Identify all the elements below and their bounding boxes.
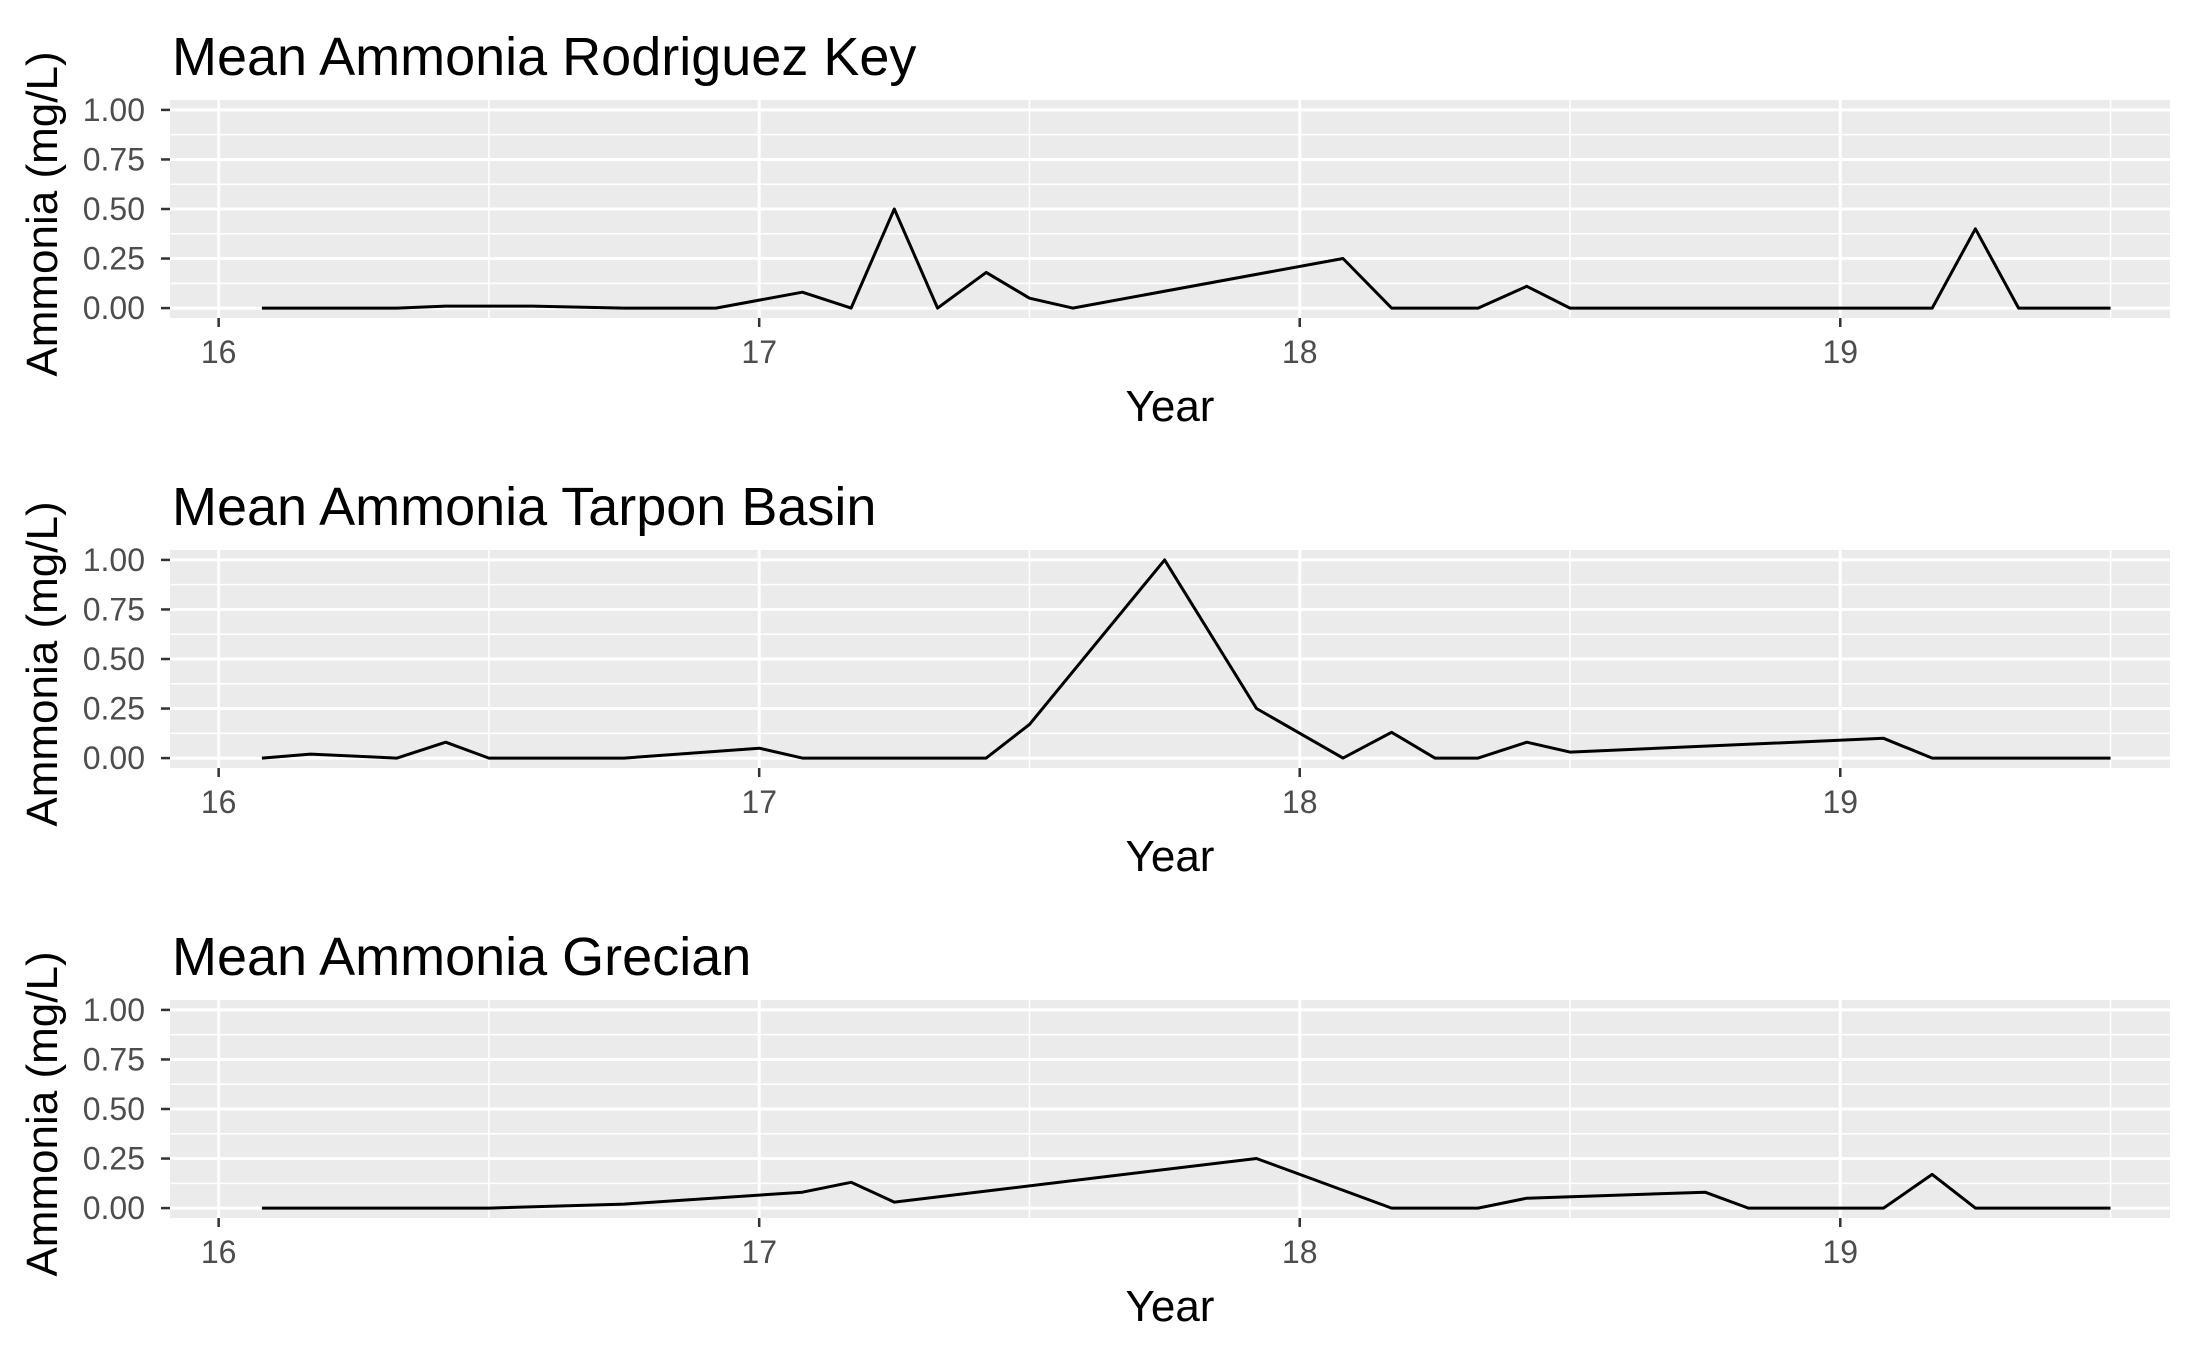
x-tick-label: 17 [741,1234,777,1270]
y-tick-label: 0.75 [83,1041,145,1077]
y-tick-label: 0.75 [83,141,145,177]
chart-panel-3: 0.00 0.25 0.50 0.75 1.00 16 17 18 19 Mean Ammonia… [18,927,2170,1331]
y-tick-label: 1.00 [83,542,145,578]
y-tick-label: 1.00 [83,992,145,1028]
chart-panel-2: 0.00 0.25 0.50 0.75 1.00 16 17 18 19 Mean Ammonia… [18,477,2170,881]
panel-title: Mean Ammonia Grecian [172,927,751,987]
x-tick-label: 16 [201,334,237,370]
y-tick-label: 0.50 [83,1091,145,1127]
y-tick-label: 0.00 [83,290,145,326]
x-tick-label: 19 [1822,334,1858,370]
y-tick-label: 1.00 [83,92,145,128]
y-tick-label: 0.50 [83,191,145,227]
x-tick-label: 18 [1282,1234,1318,1270]
x-axis-title: Year [1126,1282,1215,1331]
y-tick-label: 0.00 [83,740,145,776]
x-tick-label: 17 [741,784,777,820]
y-tick-label: 0.75 [83,591,145,627]
y-tick-label: 0.25 [83,1141,145,1177]
series-line [261,1157,2111,1210]
panel-title: Mean Ammonia Tarpon Basin [172,477,876,537]
chart-panel-1: 0.00 0.25 0.50 0.75 1.00 16 17 18 19 Mean Ammonia… [18,27,2170,431]
x-tick-label: 16 [201,1234,237,1270]
series-line [261,558,2111,760]
series-line [261,207,2111,310]
x-tick-label: 19 [1822,1234,1858,1270]
x-axis-title: Year [1126,382,1215,431]
x-tick-label: 16 [201,784,237,820]
y-tick-label: 0.25 [83,241,145,277]
panel-title: Mean Ammonia Rodriguez Key [172,27,916,87]
x-axis-title: Year [1126,832,1215,881]
y-axis-title: Ammonia (mg/L) [18,51,67,376]
y-tick-label: 0.25 [83,691,145,727]
x-tick-label: 18 [1282,784,1318,820]
x-tick-label: 18 [1282,334,1318,370]
y-tick-label: 0.00 [83,1190,145,1226]
x-tick-label: 17 [741,334,777,370]
y-axis-title: Ammonia (mg/L) [18,951,67,1276]
y-tick-label: 0.50 [83,641,145,677]
y-axis-title: Ammonia (mg/L) [18,501,67,826]
x-tick-label: 19 [1822,784,1858,820]
